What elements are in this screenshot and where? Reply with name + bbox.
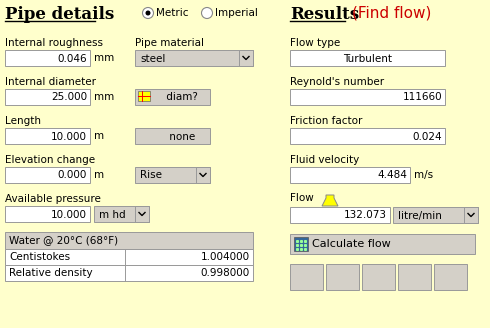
- Circle shape: [201, 8, 213, 18]
- Text: Flow type: Flow type: [290, 38, 340, 48]
- Bar: [294, 237, 308, 251]
- Text: Pipe details: Pipe details: [5, 6, 114, 23]
- Text: Centistokes: Centistokes: [9, 252, 70, 262]
- Text: 111660: 111660: [402, 92, 442, 102]
- Circle shape: [146, 10, 150, 15]
- FancyBboxPatch shape: [196, 167, 210, 183]
- Text: Flow: Flow: [290, 193, 314, 203]
- Text: m hd: m hd: [99, 210, 125, 219]
- Text: 132.073: 132.073: [344, 211, 387, 220]
- FancyBboxPatch shape: [94, 206, 149, 222]
- Text: Friction factor: Friction factor: [290, 116, 363, 126]
- Text: 0.000: 0.000: [58, 171, 87, 180]
- Text: 0.046: 0.046: [57, 53, 87, 64]
- Text: mm: mm: [94, 92, 114, 102]
- FancyBboxPatch shape: [290, 167, 410, 183]
- Text: 0.024: 0.024: [413, 132, 442, 141]
- FancyBboxPatch shape: [5, 249, 253, 265]
- FancyBboxPatch shape: [290, 234, 475, 254]
- Text: Length: Length: [5, 116, 41, 126]
- FancyBboxPatch shape: [398, 264, 431, 290]
- Text: Available pressure: Available pressure: [5, 194, 101, 204]
- FancyBboxPatch shape: [5, 232, 253, 249]
- FancyBboxPatch shape: [290, 50, 445, 66]
- Text: Pipe material: Pipe material: [135, 38, 204, 48]
- FancyBboxPatch shape: [393, 207, 478, 223]
- Text: steel: steel: [140, 53, 166, 64]
- FancyBboxPatch shape: [5, 206, 90, 222]
- FancyBboxPatch shape: [5, 167, 90, 183]
- FancyBboxPatch shape: [5, 128, 90, 144]
- Text: litre/min: litre/min: [398, 211, 442, 220]
- Text: Internal diameter: Internal diameter: [5, 77, 96, 87]
- FancyBboxPatch shape: [5, 89, 90, 105]
- FancyBboxPatch shape: [5, 50, 90, 66]
- FancyBboxPatch shape: [135, 50, 253, 66]
- Text: m/s: m/s: [414, 170, 433, 180]
- FancyBboxPatch shape: [290, 89, 445, 105]
- Text: Rise: Rise: [140, 171, 162, 180]
- Text: (Find flow): (Find flow): [352, 6, 431, 21]
- Text: none: none: [166, 132, 195, 141]
- Text: Imperial: Imperial: [215, 9, 258, 18]
- Text: m: m: [94, 170, 104, 180]
- Text: mm: mm: [94, 53, 114, 63]
- Text: Internal roughness: Internal roughness: [5, 38, 103, 48]
- Polygon shape: [322, 195, 338, 206]
- FancyBboxPatch shape: [5, 265, 253, 281]
- Bar: [138, 91, 150, 101]
- Text: 4.484: 4.484: [377, 171, 407, 180]
- Text: 10.000: 10.000: [51, 210, 87, 219]
- Text: Metric: Metric: [156, 9, 189, 18]
- FancyBboxPatch shape: [135, 89, 210, 105]
- Text: Turbulent: Turbulent: [343, 53, 392, 64]
- FancyBboxPatch shape: [362, 264, 395, 290]
- Text: 1.004000: 1.004000: [201, 252, 250, 262]
- Text: 10.000: 10.000: [51, 132, 87, 141]
- FancyBboxPatch shape: [290, 264, 323, 290]
- FancyBboxPatch shape: [326, 264, 359, 290]
- Text: Water @ 20°C (68°F): Water @ 20°C (68°F): [9, 236, 118, 245]
- Text: 25.000: 25.000: [51, 92, 87, 102]
- Text: m: m: [94, 131, 104, 141]
- FancyBboxPatch shape: [239, 50, 253, 66]
- FancyBboxPatch shape: [135, 206, 149, 222]
- Text: Results: Results: [290, 6, 359, 23]
- Text: Fluid velocity: Fluid velocity: [290, 155, 359, 165]
- Text: 0.998000: 0.998000: [201, 268, 250, 278]
- Text: Relative density: Relative density: [9, 268, 93, 278]
- FancyBboxPatch shape: [464, 207, 478, 223]
- Text: diam?: diam?: [163, 92, 198, 102]
- Circle shape: [143, 8, 153, 18]
- Text: Calculate flow: Calculate flow: [312, 239, 391, 249]
- Text: Reynold's number: Reynold's number: [290, 77, 384, 87]
- FancyBboxPatch shape: [290, 128, 445, 144]
- FancyBboxPatch shape: [290, 207, 390, 223]
- FancyBboxPatch shape: [135, 128, 210, 144]
- Text: Elevation change: Elevation change: [5, 155, 95, 165]
- FancyBboxPatch shape: [434, 264, 467, 290]
- FancyBboxPatch shape: [135, 167, 210, 183]
